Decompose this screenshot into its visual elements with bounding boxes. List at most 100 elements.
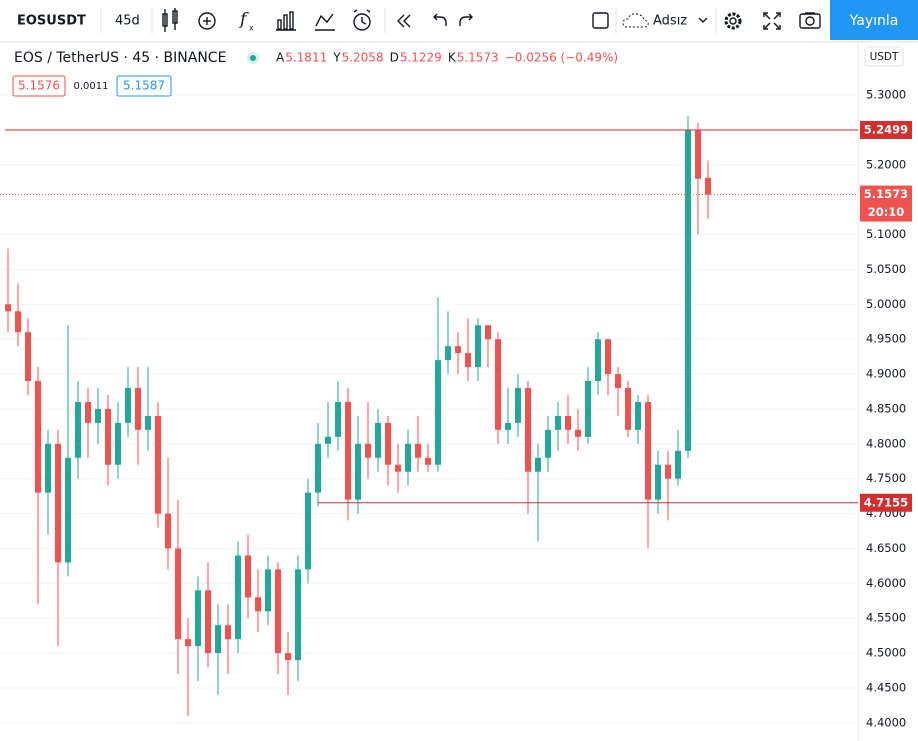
last-price-box xyxy=(860,185,912,222)
candle-body xyxy=(565,415,571,430)
status-dot xyxy=(250,55,256,61)
interval[interactable]: 45d xyxy=(115,14,140,29)
ask: 5.1587 xyxy=(123,79,165,93)
y-tick-label: 4.5000 xyxy=(866,646,906,660)
candle-body xyxy=(605,339,611,375)
y-tick-label: 4.5500 xyxy=(866,611,906,625)
ohlc-key: D xyxy=(390,51,399,65)
candle-body xyxy=(175,548,181,640)
y-tick-label: 4.6500 xyxy=(866,541,906,555)
y-tick-label: 4.8500 xyxy=(866,401,906,415)
candle-body xyxy=(425,457,431,465)
price-label: 5.2499 xyxy=(864,122,908,136)
publish-button[interactable] xyxy=(830,0,918,40)
candle-body xyxy=(585,381,591,437)
ohlc-key: K xyxy=(448,51,457,65)
candle-body xyxy=(375,422,381,458)
y-tick-label: 4.4500 xyxy=(866,680,906,694)
candle-body xyxy=(125,388,131,423)
candle-body xyxy=(285,653,291,661)
y-tick-label: 5.3000 xyxy=(866,88,906,102)
candle-body xyxy=(415,443,421,458)
screenshot-icon[interactable] xyxy=(799,12,821,29)
candle-body xyxy=(385,422,391,465)
candle-body xyxy=(655,464,661,500)
ohlc-legend: A 5.1811 Y 5.2058 D 5.1229 K 5.1573 xyxy=(276,51,499,65)
candle-body xyxy=(345,401,351,500)
layout-name[interactable]: Adsız xyxy=(653,14,687,29)
y-tick-label: 5.0500 xyxy=(866,262,906,276)
alert-icon[interactable] xyxy=(353,9,371,31)
settings-icon[interactable] xyxy=(724,12,742,30)
compare-icon[interactable] xyxy=(315,13,335,31)
indicators-icon[interactable] xyxy=(198,12,216,30)
candle-body xyxy=(645,401,651,500)
candle-body xyxy=(205,590,211,654)
redo-icon[interactable] xyxy=(459,13,473,26)
select-checkbox[interactable] xyxy=(592,12,609,29)
candle-body xyxy=(445,346,451,361)
candle-body xyxy=(105,408,111,465)
chart-type-icon[interactable] xyxy=(162,8,178,32)
candle-body xyxy=(215,625,221,654)
change: −0.0256 (−0.49%) xyxy=(505,51,618,65)
currency-button[interactable] xyxy=(864,46,904,67)
candle-body xyxy=(325,436,331,444)
candle-body xyxy=(75,401,81,458)
cloud-icon[interactable] xyxy=(622,13,649,28)
bid-box[interactable] xyxy=(12,75,66,97)
candle-body xyxy=(485,325,491,340)
chart-layer: 5.30005.25005.20005.15005.10005.05005.00… xyxy=(0,42,912,741)
candle-body xyxy=(365,443,371,458)
candle-body xyxy=(225,625,231,640)
candle-body xyxy=(435,360,441,465)
templates-icon[interactable] xyxy=(276,11,296,31)
y-tick-label: 4.9000 xyxy=(866,367,906,381)
candle-body xyxy=(505,422,511,430)
candle-body xyxy=(135,388,141,430)
candle-body xyxy=(65,457,71,563)
candle-body xyxy=(315,443,321,493)
candle-body xyxy=(15,311,21,333)
candle-body xyxy=(305,492,311,570)
candle-body xyxy=(395,464,401,472)
candle-body xyxy=(475,325,481,368)
y-tick-label: 5.2000 xyxy=(866,157,906,171)
y-tick-label: 4.4000 xyxy=(866,715,906,729)
candle-body xyxy=(685,129,691,451)
last-price-label: 5.1573 xyxy=(864,187,908,201)
candle-body xyxy=(705,177,711,195)
candle-body xyxy=(405,443,411,472)
ask-box[interactable] xyxy=(116,75,172,97)
candle-body xyxy=(355,443,361,500)
dropdown-arrow[interactable] xyxy=(698,17,708,23)
candle-body xyxy=(155,415,161,514)
candle-body xyxy=(545,429,551,458)
symbol[interactable]: EOSUSDT xyxy=(17,14,86,29)
candle-body xyxy=(5,304,11,312)
candle-body xyxy=(525,388,531,472)
candle-body xyxy=(245,555,251,598)
toolbar xyxy=(0,0,918,42)
fx-glyph: f xyxy=(238,10,249,30)
candle-body xyxy=(195,590,201,647)
undo-icon[interactable] xyxy=(433,13,447,26)
candle-body xyxy=(165,513,171,549)
replay-icon[interactable] xyxy=(397,14,411,28)
candle-body xyxy=(235,555,241,640)
candle-body xyxy=(595,339,601,382)
candle-body xyxy=(145,415,151,430)
y-tick-label: 4.8000 xyxy=(866,436,906,450)
price-label-box xyxy=(860,120,912,139)
candle-body xyxy=(115,422,121,465)
candle-body xyxy=(275,569,281,654)
candle-body xyxy=(665,464,671,479)
ohlc-value: 5.1811 xyxy=(285,51,327,65)
candle-body xyxy=(695,129,701,179)
fullscreen-icon[interactable] xyxy=(763,12,781,30)
candle-body xyxy=(45,443,51,493)
price-label-box xyxy=(860,493,912,512)
